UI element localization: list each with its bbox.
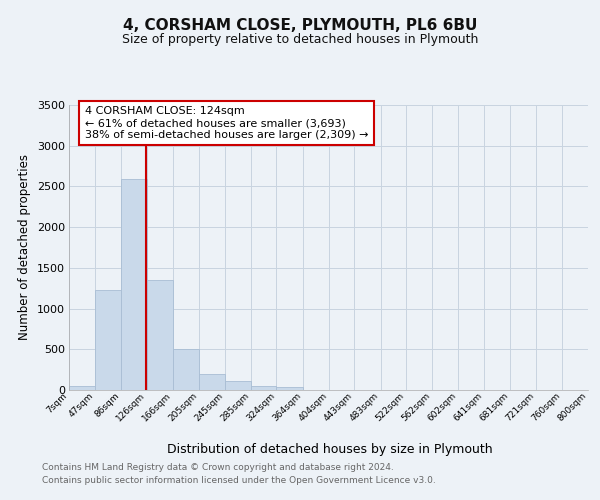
Text: 4 CORSHAM CLOSE: 124sqm
← 61% of detached houses are smaller (3,693)
38% of semi: 4 CORSHAM CLOSE: 124sqm ← 61% of detache… bbox=[85, 106, 368, 140]
Text: Size of property relative to detached houses in Plymouth: Size of property relative to detached ho… bbox=[122, 32, 478, 46]
Bar bbox=[251, 386, 277, 390]
Bar bbox=[277, 386, 302, 390]
Text: Contains HM Land Registry data © Crown copyright and database right 2024.: Contains HM Land Registry data © Crown c… bbox=[42, 464, 394, 472]
Bar bbox=[199, 374, 225, 390]
Text: 4, CORSHAM CLOSE, PLYMOUTH, PL6 6BU: 4, CORSHAM CLOSE, PLYMOUTH, PL6 6BU bbox=[123, 18, 477, 32]
Bar bbox=[95, 290, 121, 390]
Bar bbox=[69, 386, 95, 390]
Y-axis label: Number of detached properties: Number of detached properties bbox=[18, 154, 31, 340]
Text: Contains public sector information licensed under the Open Government Licence v3: Contains public sector information licen… bbox=[42, 476, 436, 485]
Text: Distribution of detached houses by size in Plymouth: Distribution of detached houses by size … bbox=[167, 442, 493, 456]
Bar bbox=[225, 381, 251, 390]
Bar bbox=[173, 350, 199, 390]
Bar bbox=[121, 179, 147, 390]
Bar bbox=[147, 280, 173, 390]
